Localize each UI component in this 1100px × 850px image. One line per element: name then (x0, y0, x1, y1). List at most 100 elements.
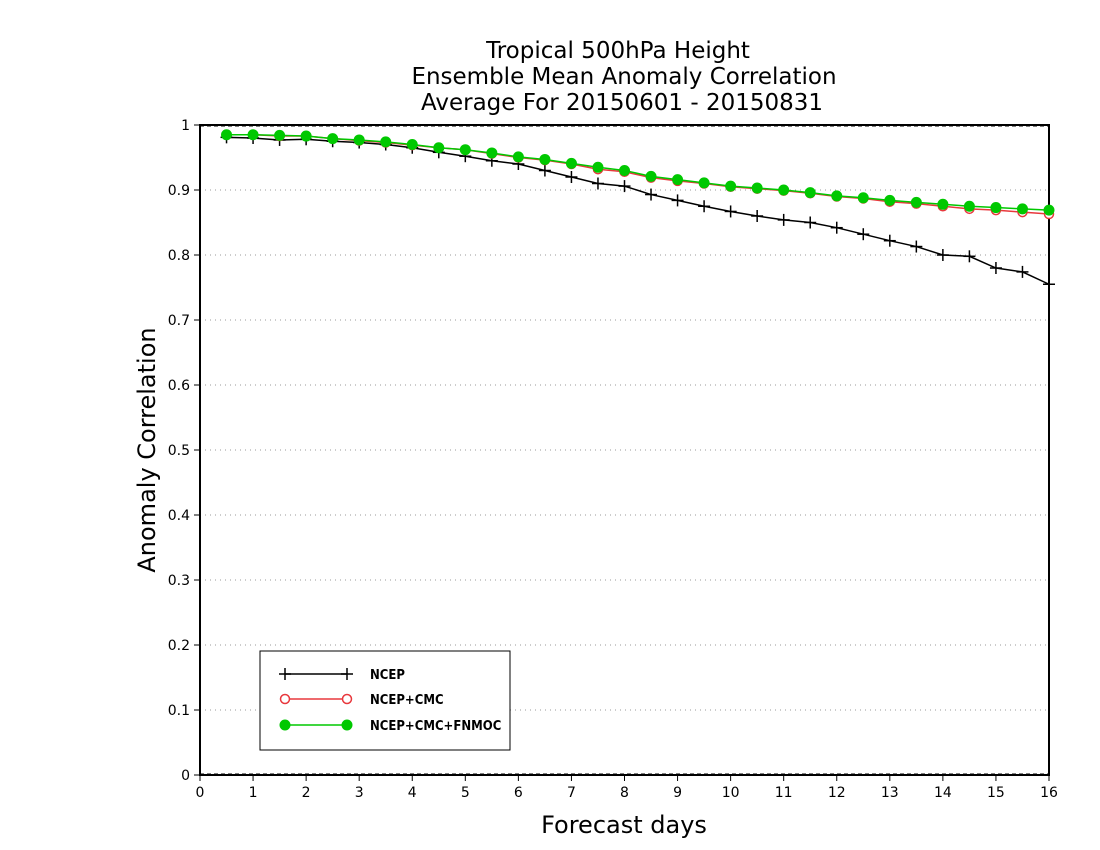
data-point (698, 200, 711, 213)
legend-marker-end (341, 693, 353, 705)
data-point (751, 182, 763, 194)
data-point (539, 153, 551, 165)
data-point (963, 200, 975, 212)
data-point (645, 188, 658, 201)
data-point (565, 157, 577, 169)
data-point (910, 196, 922, 208)
y-tick-label: 0.7 (168, 313, 190, 329)
legend-entry: NCEP+CMC (279, 693, 444, 708)
data-point (831, 190, 843, 202)
data-point (778, 184, 790, 196)
data-point (1043, 278, 1055, 291)
data-point (857, 228, 870, 241)
data-point (247, 129, 259, 141)
data-point (406, 139, 418, 150)
data-point (937, 198, 949, 210)
x-tick-label: 13 (881, 785, 899, 801)
x-tick-label: 3 (355, 785, 364, 801)
chart-title-line-1: Tropical 500hPa Height (485, 38, 750, 64)
x-tick-label: 5 (461, 785, 470, 801)
legend-marker-start (279, 693, 291, 705)
x-tick-label: 2 (302, 785, 311, 801)
x-tick-label: 9 (673, 785, 682, 801)
chart-title-line-2: Ensemble Mean Anomaly Correlation (411, 64, 836, 90)
x-tick-label: 0 (196, 785, 205, 801)
y-tick-label: 0 (181, 768, 190, 784)
data-point (221, 129, 233, 141)
y-tick-label: 0.9 (168, 183, 190, 199)
data-point (777, 213, 790, 226)
data-point (671, 194, 684, 207)
data-point (751, 210, 764, 222)
x-tick-label: 4 (408, 785, 417, 801)
data-point (591, 177, 604, 190)
x-tick-label: 10 (722, 785, 740, 801)
x-axis-label: Forecast days (541, 811, 707, 839)
legend-entry: NCEP+CMC+FNMOC (279, 719, 501, 734)
legend-marker-start (279, 668, 291, 680)
data-point (725, 180, 737, 192)
data-point (698, 177, 710, 189)
chart-title-line-3: Average For 20150601 - 20150831 (421, 90, 823, 116)
data-point (512, 151, 524, 163)
legend-marker-end (341, 668, 353, 680)
data-point (274, 129, 286, 141)
data-point (1043, 204, 1055, 216)
y-tick-label: 0.5 (168, 443, 190, 459)
y-tick-label: 0.1 (168, 703, 190, 719)
data-point (618, 180, 631, 193)
data-point (300, 130, 312, 142)
data-point (936, 249, 949, 261)
data-point (857, 192, 869, 204)
data-point (804, 187, 816, 199)
axis-ticks: 00.10.20.30.40.50.60.70.80.910 1 2 3 4 5 6 7 8 9 1… (168, 118, 1058, 801)
legend: NCEP NCEP+CMC NCEP+CMC+FNMOC (259, 650, 511, 751)
data-point (804, 216, 817, 229)
legend-label: NCEP+CMC+FNMOC (370, 719, 501, 734)
data-point (883, 234, 896, 247)
data-point (1016, 265, 1029, 278)
data-point (327, 133, 339, 145)
data-point (565, 171, 578, 183)
data-point (538, 164, 551, 177)
data-point (459, 144, 471, 156)
x-tick-label: 1 (249, 785, 258, 801)
x-tick-label: 11 (775, 785, 793, 801)
y-tick-label: 0.6 (168, 378, 190, 394)
data-point (353, 134, 365, 146)
x-tick-label: 16 (1040, 785, 1058, 801)
legend-label: NCEP (370, 668, 405, 683)
y-tick-label: 0.3 (168, 573, 190, 589)
data-point (645, 170, 657, 182)
data-point (619, 165, 630, 176)
data-point (724, 205, 737, 218)
data-point (884, 194, 896, 206)
legend-entry: NCEP (279, 668, 405, 683)
data-point (989, 262, 1002, 274)
data-point (380, 136, 392, 148)
data-point (990, 202, 1002, 214)
x-tick-label: 12 (828, 785, 846, 801)
data-point (592, 161, 604, 173)
x-tick-label: 6 (514, 785, 523, 801)
x-tick-label: 8 (620, 785, 629, 801)
data-point (672, 174, 684, 186)
legend-marker-start (279, 719, 291, 731)
x-tick-label: 7 (567, 785, 576, 801)
data-point (910, 240, 923, 253)
legend-label: NCEP+CMC (370, 693, 444, 708)
data-point (963, 250, 976, 263)
data-point (486, 147, 498, 159)
series-lines (220, 129, 1055, 291)
y-tick-label: 1 (181, 118, 190, 134)
x-tick-label: 14 (934, 785, 952, 801)
series-ncep-cmc-fnmoc (221, 129, 1055, 216)
legend-box (259, 650, 511, 751)
y-tick-label: 0.8 (168, 248, 190, 264)
x-tick-label: 15 (987, 785, 1005, 801)
legend-marker-end (341, 719, 353, 731)
y-axis-label: Anomaly Correlation (133, 327, 161, 572)
data-point (433, 142, 445, 154)
data-point (1016, 203, 1028, 215)
